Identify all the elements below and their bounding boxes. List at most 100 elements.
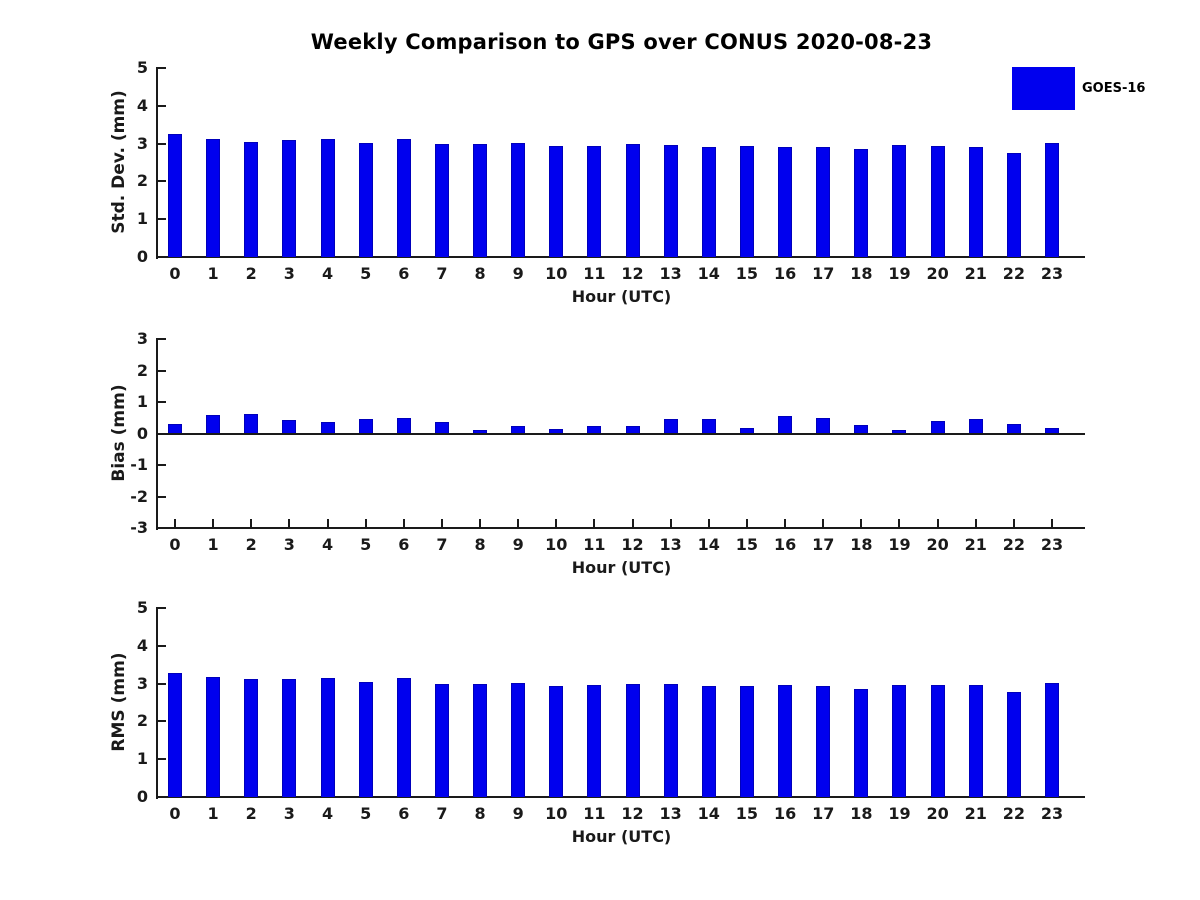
x-tick-label: 6 — [398, 535, 410, 554]
bar-bias-hour-23 — [1044, 428, 1059, 434]
bar-std-dev-hour-10 — [549, 145, 564, 257]
y-tick-label: -2 — [130, 486, 148, 506]
x-tick-label: 2 — [245, 804, 257, 823]
x-tick-label: 12 — [621, 264, 644, 283]
x-tick-label: 11 — [583, 264, 606, 283]
x-axis-label-rms: Hour (UTC) — [571, 827, 672, 846]
x-tick-label: 10 — [545, 264, 568, 283]
x-tick — [364, 519, 367, 527]
chart-title: Weekly Comparison to GPS over CONUS 2020… — [310, 30, 933, 54]
x-tick-label: 1 — [207, 804, 219, 823]
y-tick — [158, 464, 166, 466]
x-tick-label: 2 — [245, 264, 257, 283]
legend-label-goes16: GOES-16 — [1082, 81, 1146, 96]
bar-bias-hour-6 — [396, 418, 411, 434]
bar-std-dev-hour-14 — [701, 147, 716, 257]
x-tick — [440, 519, 443, 527]
y-tick — [158, 67, 166, 69]
bar-std-dev-hour-22 — [1006, 153, 1021, 257]
bar-std-dev-hour-23 — [1044, 143, 1059, 257]
x-tick — [479, 519, 482, 527]
bar-bias-hour-5 — [358, 419, 373, 434]
bar-std-dev-hour-12 — [625, 143, 640, 257]
bar-std-dev-hour-1 — [206, 139, 221, 257]
y-axis-label-rms: RMS (mm) — [109, 652, 129, 752]
x-tick-label: 12 — [621, 804, 644, 823]
legend-swatch-goes16 — [1012, 67, 1075, 110]
bar-rms-hour-23 — [1044, 682, 1059, 797]
x-tick-label: 10 — [545, 535, 568, 554]
y-tick — [158, 644, 166, 647]
x-tick-label: 6 — [398, 804, 410, 823]
x-tick-label: 3 — [283, 264, 295, 283]
x-tick-label: 13 — [659, 804, 682, 823]
y-tick-label: 5 — [136, 58, 148, 77]
x-tick — [250, 519, 253, 527]
bar-rms-hour-5 — [358, 681, 373, 797]
bar-bias-hour-16 — [778, 415, 793, 434]
x-tick-label: 5 — [360, 264, 372, 283]
bar-bias-hour-22 — [1006, 423, 1021, 434]
x-tick-label: 21 — [964, 264, 987, 283]
y-tick — [158, 369, 166, 372]
bar-rms-hour-10 — [549, 685, 564, 797]
x-tick-label: 17 — [812, 804, 835, 823]
y-tick-label: -1 — [130, 455, 148, 474]
x-axis-spine — [156, 527, 1085, 529]
y-tick — [158, 104, 166, 107]
y-tick — [158, 218, 166, 221]
bar-std-dev-hour-5 — [358, 143, 373, 257]
bar-std-dev-hour-15 — [739, 146, 754, 257]
x-tick-label: 20 — [926, 264, 949, 283]
bar-rms-hour-19 — [892, 685, 907, 797]
bar-std-dev-hour-6 — [396, 139, 411, 257]
x-tick — [707, 519, 710, 527]
x-tick-label: 19 — [888, 264, 911, 283]
bar-std-dev-hour-13 — [663, 144, 678, 257]
y-tick — [158, 495, 166, 498]
bar-rms-hour-6 — [396, 677, 411, 797]
x-tick-label: 5 — [360, 535, 372, 554]
x-tick — [402, 519, 405, 527]
x-tick-label: 7 — [436, 535, 448, 554]
bar-rms-hour-20 — [930, 685, 945, 797]
bar-rms-hour-2 — [244, 679, 259, 797]
bar-bias-hour-19 — [892, 430, 907, 434]
bar-bias-hour-21 — [968, 419, 983, 434]
zero-line — [158, 432, 1085, 435]
x-tick-label: 14 — [697, 535, 720, 554]
y-tick-label: -3 — [130, 518, 148, 537]
x-tick — [593, 519, 596, 527]
bar-bias-hour-11 — [587, 425, 602, 434]
x-tick-label: 6 — [398, 264, 410, 283]
x-tick-label: 17 — [812, 264, 835, 283]
bar-rms-hour-12 — [625, 683, 640, 797]
bar-bias-hour-4 — [320, 421, 335, 434]
x-tick-label: 23 — [1040, 804, 1064, 823]
y-tick — [158, 180, 166, 183]
x-tick — [745, 519, 748, 527]
x-tick-label: 8 — [474, 804, 486, 823]
x-tick — [212, 519, 215, 527]
x-tick-label: 16 — [773, 535, 797, 554]
x-tick-label: 4 — [321, 264, 334, 283]
x-tick-label: 8 — [474, 535, 486, 554]
bar-bias-hour-9 — [511, 426, 526, 434]
y-tick — [158, 256, 166, 258]
x-tick — [936, 519, 939, 527]
y-tick-label: 1 — [136, 392, 148, 411]
x-tick-label: 17 — [812, 535, 835, 554]
bar-bias-hour-17 — [816, 418, 831, 434]
bar-rms-hour-18 — [854, 688, 869, 797]
bar-bias-hour-8 — [473, 430, 488, 434]
x-tick-label: 7 — [436, 804, 448, 823]
bar-bias-hour-20 — [930, 421, 945, 434]
bar-std-dev-hour-11 — [587, 145, 602, 257]
bar-std-dev-hour-0 — [168, 134, 182, 257]
y-tick — [158, 758, 166, 761]
x-tick-label: 21 — [964, 804, 987, 823]
x-tick-label: 18 — [850, 535, 873, 554]
x-tick-label: 0 — [169, 804, 181, 823]
y-tick-label: 4 — [136, 635, 148, 655]
